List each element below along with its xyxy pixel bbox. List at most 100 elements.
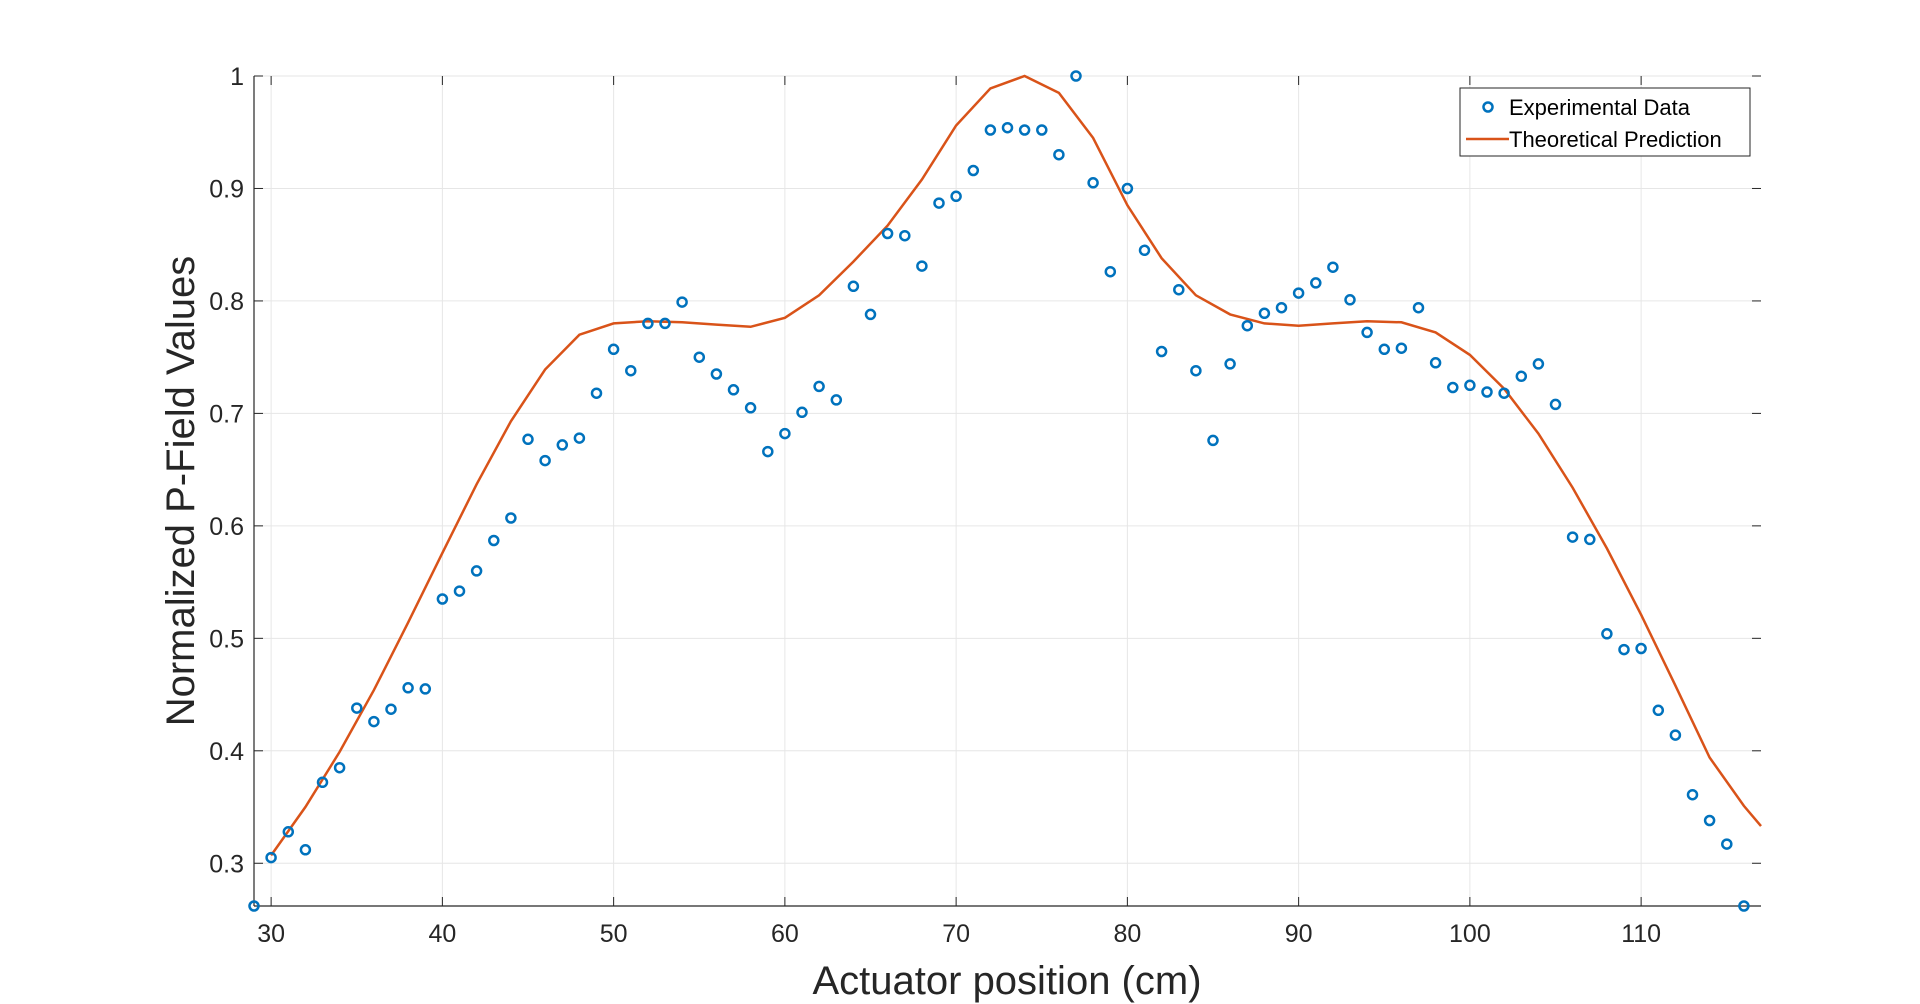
experimental-data-point [556, 439, 569, 451]
experimental-data-point [1138, 244, 1151, 257]
experimental-data-point [1018, 124, 1031, 136]
experimental-data-point [933, 197, 945, 209]
x-tick-label: 100 [1449, 920, 1491, 948]
experimental-data-point [488, 534, 500, 547]
experimental-data-point [1395, 342, 1408, 354]
legend: Experimental Data Theoretical Prediction [1459, 87, 1751, 157]
legend-theoretical-label: Theoretical Prediction [1509, 127, 1722, 152]
experimental-data-point [282, 826, 295, 838]
experimental-data-point [916, 260, 928, 272]
experimental-data-point [727, 384, 740, 396]
experimental-data-point [744, 402, 757, 414]
experimental-data-point [984, 124, 997, 136]
axes [253, 75, 1761, 907]
experimental-data-point [676, 296, 688, 308]
experimental-data-point [590, 387, 603, 399]
experimental-data-point [522, 433, 534, 446]
experimental-data-point [402, 682, 414, 694]
experimental-data-point [796, 406, 808, 419]
experimental-data-point [625, 364, 637, 377]
experimental-data-point [505, 512, 517, 524]
experimental-data-point [881, 227, 894, 240]
experimental-data-point [967, 164, 980, 177]
experimental-data-point [1036, 124, 1048, 136]
x-tick-label: 110 [1621, 920, 1661, 948]
x-tick-label: 60 [771, 920, 799, 948]
experimental-data-point [1104, 265, 1117, 278]
experimental-data-point [1155, 345, 1168, 358]
x-tick-label: 90 [1285, 920, 1313, 948]
experimental-data-point [1241, 319, 1254, 332]
experimental-data-point [1361, 326, 1373, 339]
experimental-data-point [1053, 148, 1065, 161]
experimental-data-point [573, 432, 586, 444]
experimental-data-point [1566, 531, 1579, 543]
experimental-data-point [1652, 704, 1665, 717]
experimental-data-point [453, 585, 466, 597]
experimental-data-point [299, 844, 312, 856]
experimental-data-point [1001, 121, 1014, 134]
experimental-data-point [1464, 379, 1476, 392]
experimental-data-point [1378, 343, 1391, 356]
experimental-data-point [265, 851, 277, 864]
grid-lines [254, 75, 1761, 906]
experimental-data-point [1070, 70, 1082, 82]
legend-experimental-label: Experimental Data [1509, 95, 1691, 120]
experimental-data-point [333, 761, 346, 774]
experimental-data-point [1549, 398, 1562, 411]
x-tick-label: 50 [600, 920, 628, 948]
x-tick-label: 70 [942, 920, 970, 948]
experimental-data-point [1738, 900, 1750, 912]
experimental-data-point [762, 445, 774, 458]
experimental-data-point [847, 280, 860, 293]
experimental-data-point [1447, 381, 1459, 394]
experimental-data-point [1635, 642, 1647, 655]
experimental-data-point [830, 394, 843, 406]
legend-box [1459, 87, 1751, 157]
experimental-data-point [368, 715, 380, 728]
experimental-data-point [1344, 294, 1356, 306]
experimental-data-point [1121, 182, 1134, 195]
y-tick-label: 0.4 [209, 738, 244, 766]
y-tick-label: 0.7 [209, 400, 244, 428]
experimental-data-point [659, 317, 671, 330]
experimental-data-points [248, 70, 1750, 912]
experimental-data-point [1618, 643, 1630, 656]
experimental-data-point [1721, 838, 1733, 850]
experimental-data-point [316, 776, 329, 789]
experimental-data-point [813, 380, 825, 393]
experimental-data-point [1310, 277, 1322, 289]
y-tick-label: 0.8 [209, 288, 244, 316]
experimental-data-point [351, 702, 363, 714]
x-tick-labels: 30 40 50 60 70 80 90 100 110 [257, 920, 1661, 948]
experimental-data-point [1087, 177, 1099, 189]
x-axis-label: Actuator position (cm) [812, 959, 1201, 1003]
experimental-data-point [1498, 387, 1510, 399]
experimental-data-point [470, 565, 483, 577]
experimental-data-point [710, 368, 723, 380]
experimental-data-point [693, 351, 706, 363]
y-tick-label: 1 [230, 63, 244, 91]
experimental-data-point [1173, 283, 1185, 296]
experimental-data-point [1224, 358, 1236, 370]
y-tick-label: 0.3 [209, 850, 244, 878]
x-tick-label: 40 [428, 920, 456, 948]
experimental-data-point [1686, 788, 1699, 801]
experimental-data-point [1412, 301, 1425, 314]
experimental-data-point [1669, 729, 1682, 741]
experimental-data-point [1601, 628, 1613, 640]
y-tick-label: 0.9 [209, 175, 244, 203]
experimental-data-point [642, 317, 654, 330]
y-tick-label: 0.5 [209, 625, 244, 653]
experimental-data-point [1258, 307, 1271, 320]
theoretical-prediction-line [270, 74, 1762, 857]
y-tick-label: 0.6 [209, 513, 244, 541]
experimental-data-point [864, 308, 877, 321]
y-axis-label: Normalized P-Field Values [159, 256, 203, 727]
experimental-data-point [779, 427, 791, 440]
legend-experimental-marker [1482, 101, 1494, 113]
x-tick-label: 30 [257, 920, 285, 948]
experimental-data-point [436, 593, 449, 605]
